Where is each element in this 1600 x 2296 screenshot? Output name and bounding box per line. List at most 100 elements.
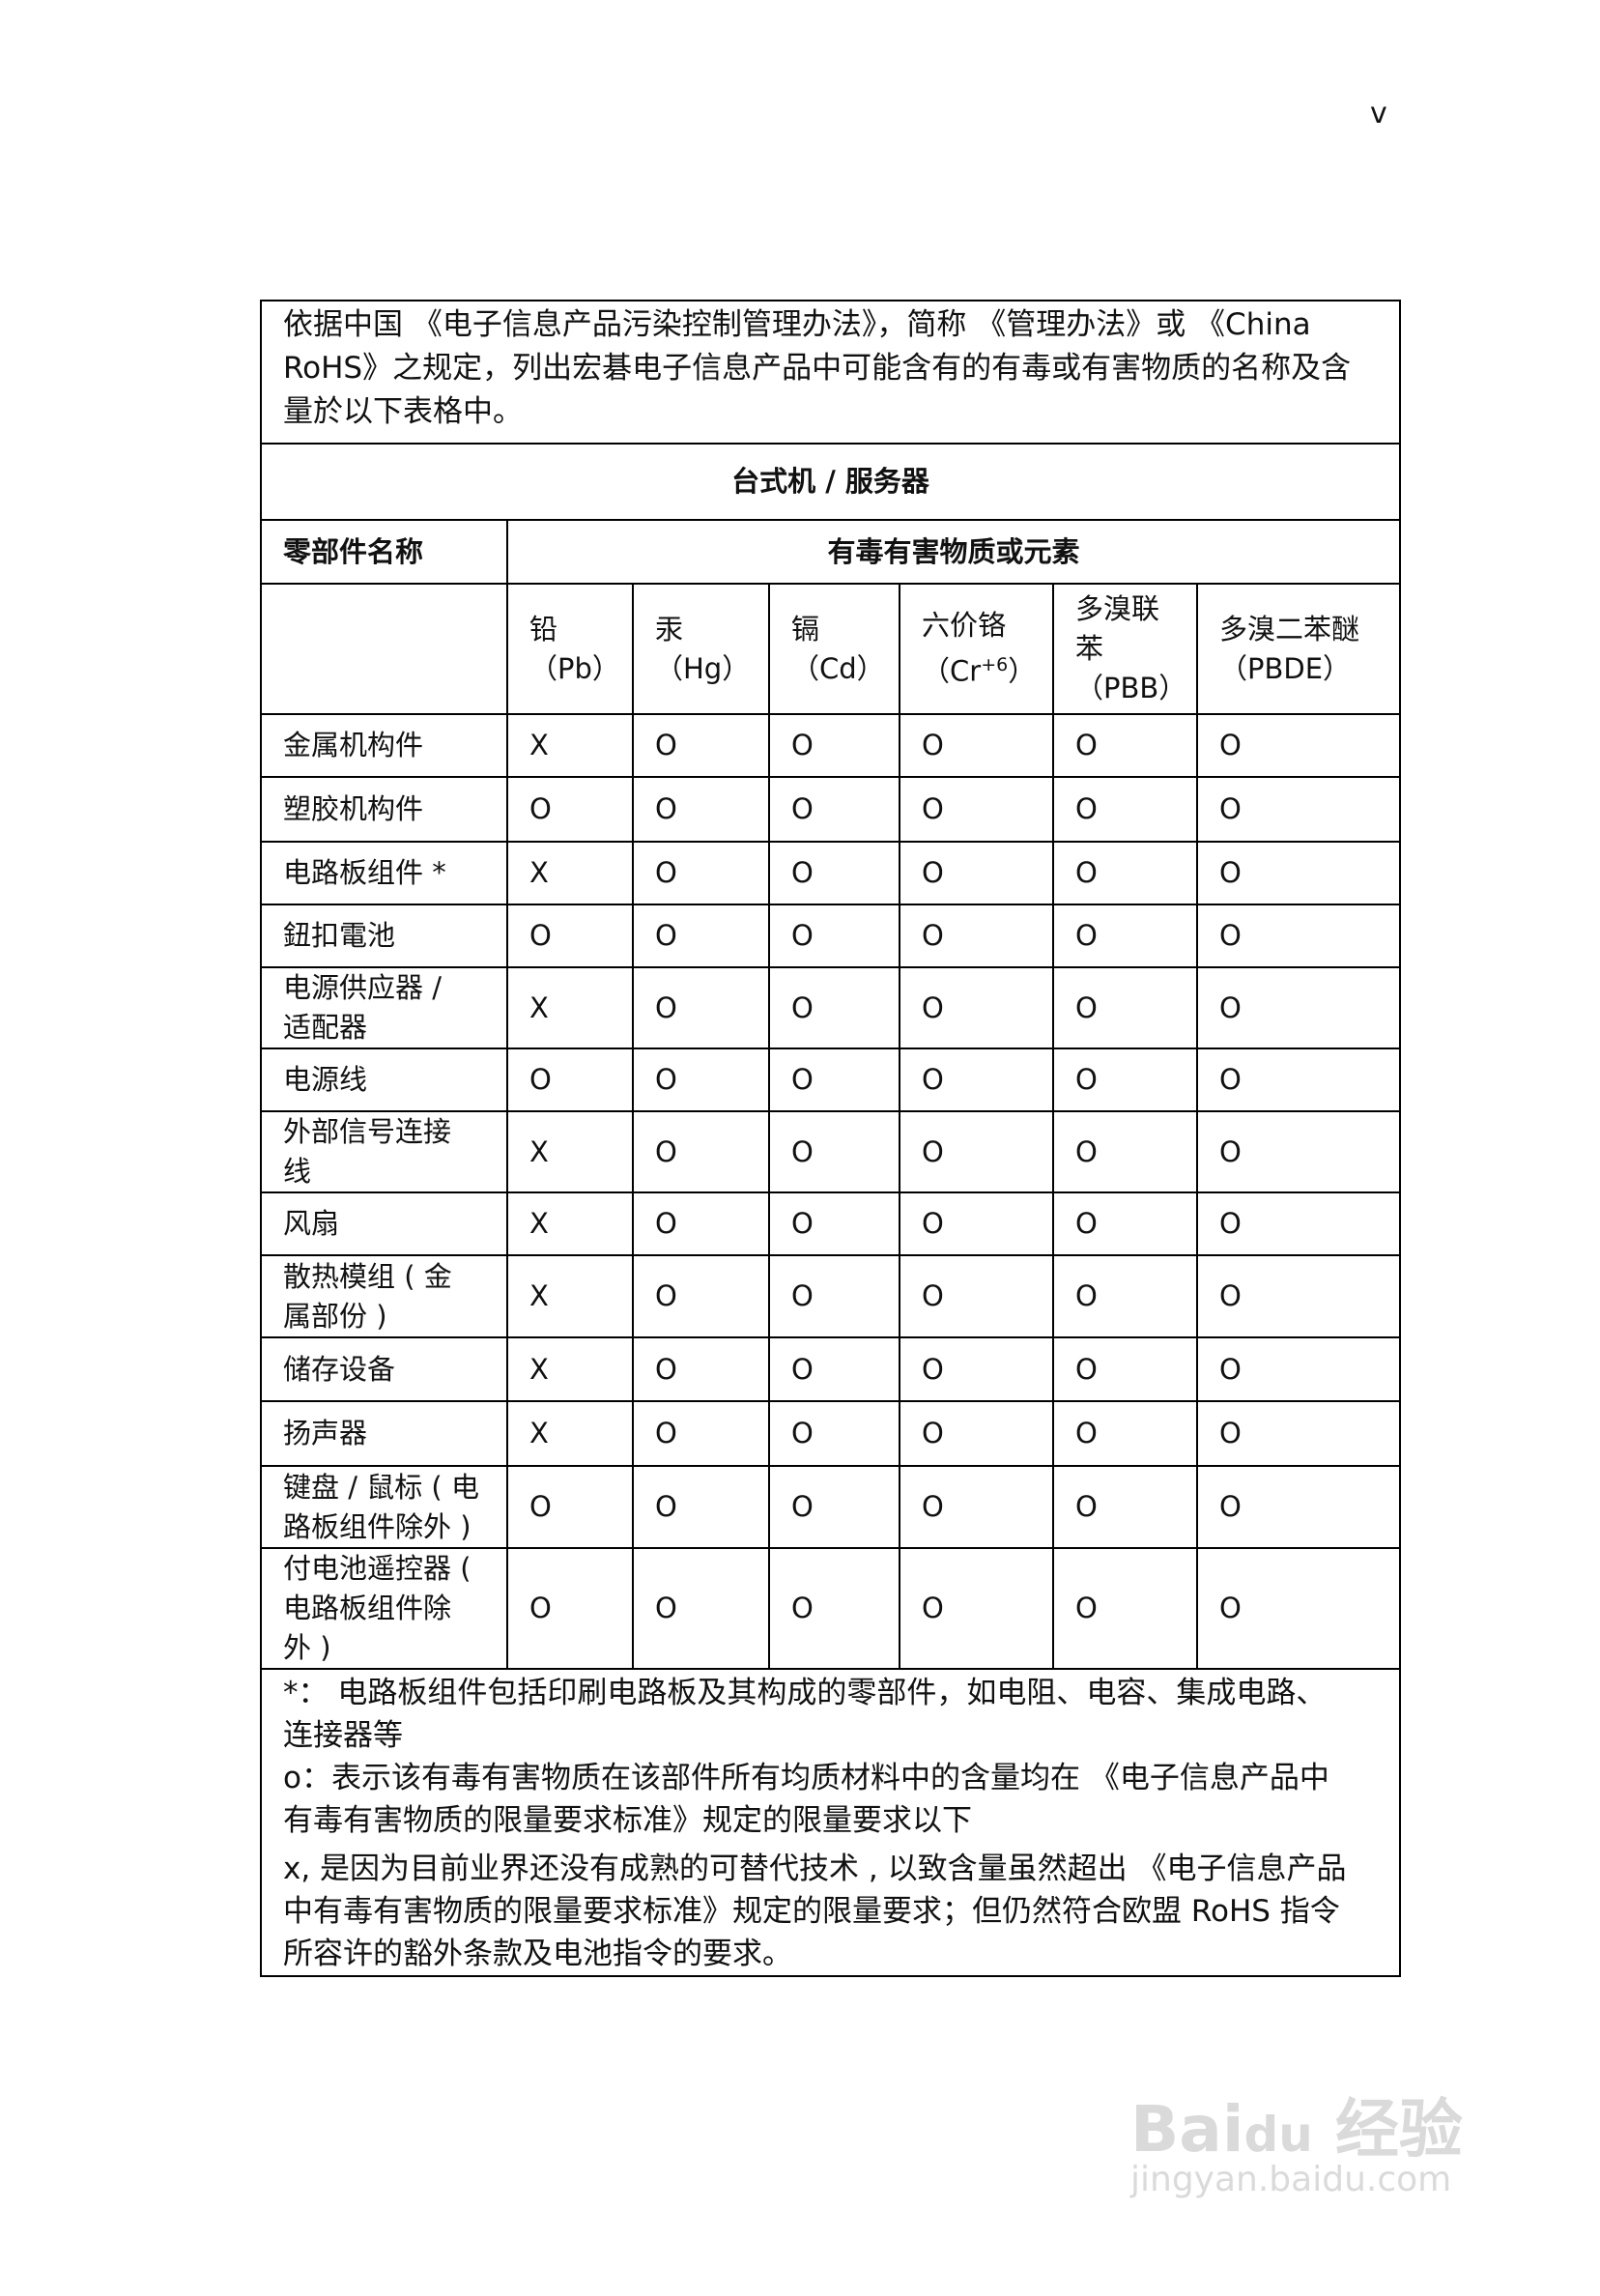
substance-value: O xyxy=(1195,1191,1402,1256)
symbol-text: （PBDE） xyxy=(1219,651,1352,685)
table-title: 台式机 / 服务器 xyxy=(259,443,1402,521)
substance-column-header: 六价铬 （Cr+6） xyxy=(899,583,1054,715)
substance-name: 六价铬 xyxy=(922,609,1007,643)
substance-value: O xyxy=(1195,966,1402,1049)
symbol-superscript: +6 xyxy=(981,654,1009,676)
substance-value: O xyxy=(632,1048,770,1112)
substance-value: O xyxy=(768,1048,900,1112)
substance-symbol: （Pb） xyxy=(529,649,632,689)
symbol-text: （PBB） xyxy=(1075,672,1187,704)
substance-value: O xyxy=(632,1465,770,1549)
substance-value: O xyxy=(899,1547,1054,1670)
substance-value: O xyxy=(1195,904,1402,968)
substance-value: O xyxy=(768,904,900,968)
symbol-text: （Cr xyxy=(922,654,982,688)
substance-value: O xyxy=(632,1191,770,1256)
part-name: 电源线 xyxy=(260,1048,508,1112)
note-text: x, 是因为目前业界还没有成熟的可替代技术 , 以致含量虽然超出 《电子信息产品… xyxy=(283,1851,1347,1971)
substance-value: O xyxy=(632,713,770,778)
substance-value: O xyxy=(1195,1110,1402,1193)
substance-column-header: 多溴二苯醚 （PBDE） xyxy=(1195,583,1402,715)
table-row: 储存设备 X O O O O O xyxy=(260,1336,1402,1402)
substance-value: O xyxy=(1195,1048,1402,1112)
substance-value: O xyxy=(632,1336,770,1402)
substance-value: O xyxy=(1052,713,1198,778)
substance-value: X xyxy=(506,1400,634,1467)
substance-value: O xyxy=(899,904,1054,968)
substance-value: O xyxy=(768,1465,900,1549)
substance-value: O xyxy=(1052,1547,1198,1670)
substance-header: 有毒有害物质或元素 xyxy=(505,519,1402,585)
substance-value: O xyxy=(1195,1254,1402,1338)
substance-column-header: 多溴联 苯 （PBB） xyxy=(1052,583,1198,715)
substance-symbol: （PBB） xyxy=(1075,669,1196,708)
substance-value: O xyxy=(768,713,900,778)
part-name: 键盘 / 鼠标 ( 电 路板组件除外 ) xyxy=(260,1465,508,1549)
table-row: 风扇 X O O O O O xyxy=(260,1191,1402,1256)
table-row: 付电池遥控器 ( 电路板组件除 外 ) O O O O O O xyxy=(260,1547,1402,1670)
empty-cell xyxy=(260,583,508,715)
substance-value: X xyxy=(506,1191,634,1256)
symbol-text: （Cd） xyxy=(791,651,885,685)
substance-value: O xyxy=(1195,841,1402,905)
table-row: 电路板组件 * X O O O O O xyxy=(260,841,1402,905)
table-row: 扬声器 X O O O O O xyxy=(260,1400,1402,1467)
substance-name: 多溴二苯醚 xyxy=(1219,612,1360,646)
part-name: 储存设备 xyxy=(260,1336,508,1402)
substance-value: O xyxy=(899,841,1054,905)
substance-value: X xyxy=(506,841,634,905)
table-row: 键盘 / 鼠标 ( 电 路板组件除外 ) O O O O O O xyxy=(260,1465,1402,1549)
substance-value: O xyxy=(1052,1465,1198,1549)
substance-value: O xyxy=(768,841,900,905)
substance-value: O xyxy=(768,966,900,1049)
substance-value: O xyxy=(899,1048,1054,1112)
substance-value: O xyxy=(899,1336,1054,1402)
substance-column-header: 铅 （Pb） xyxy=(506,583,634,715)
substance-value: O xyxy=(1195,1336,1402,1402)
substance-value: X xyxy=(506,1336,634,1402)
substance-value: O xyxy=(1195,1547,1402,1670)
part-name: 金属机构件 xyxy=(260,713,508,778)
substance-name: 铅 xyxy=(529,612,558,646)
substance-value: O xyxy=(899,1465,1054,1549)
substance-value: O xyxy=(632,1254,770,1338)
substance-value: O xyxy=(506,776,634,843)
table-row: 金属机构件 X O O O O O xyxy=(260,713,1402,778)
substance-value: O xyxy=(1052,1048,1198,1112)
substance-symbol: （Cd） xyxy=(791,649,899,689)
substance-value: O xyxy=(632,776,770,843)
substance-value: O xyxy=(1195,776,1402,843)
substance-value: O xyxy=(768,776,900,843)
substance-column-header: 汞 （Hg） xyxy=(632,583,770,715)
substance-symbol: （Hg） xyxy=(655,649,768,689)
table-row: 塑胶机构件 O O O O O O xyxy=(260,776,1402,843)
part-name: 散热模组 ( 金 属部份 ) xyxy=(260,1254,508,1338)
substance-value: O xyxy=(899,1254,1054,1338)
symbol-text: （Pb） xyxy=(529,651,620,685)
substance-column-header: 镉 （Cd） xyxy=(768,583,900,715)
part-name: 风扇 xyxy=(260,1191,508,1256)
substance-value: O xyxy=(632,1110,770,1193)
part-name: 电路板组件 * xyxy=(260,841,508,905)
substance-value: O xyxy=(506,904,634,968)
part-name: 外部信号连接 线 xyxy=(260,1110,508,1193)
substance-value: O xyxy=(1052,1191,1198,1256)
part-name: 电源供应器 / 适配器 xyxy=(260,966,508,1049)
substance-value: O xyxy=(899,966,1054,1049)
part-name: 付电池遥控器 ( 电路板组件除 外 ) xyxy=(260,1547,508,1670)
substance-value: O xyxy=(632,841,770,905)
baidu-watermark-url: jingyan.baidu.com xyxy=(1130,2160,1452,2199)
notes: *： 电路板组件包括印刷电路板及其构成的零部件，如电阻、电容、集成电路、 连接器… xyxy=(259,1668,1402,1977)
substance-value: O xyxy=(1195,1400,1402,1467)
substance-name: 多溴联 苯 xyxy=(1075,592,1160,665)
substance-value: O xyxy=(768,1547,900,1670)
substance-value: O xyxy=(899,776,1054,843)
substance-value: X xyxy=(506,713,634,778)
symbol-text: （Hg） xyxy=(655,651,751,685)
substance-value: O xyxy=(1195,1465,1402,1549)
substance-value: O xyxy=(632,1400,770,1467)
substance-value: O xyxy=(899,713,1054,778)
symbol-close: ） xyxy=(1008,654,1037,688)
substance-value: X xyxy=(506,1110,634,1193)
